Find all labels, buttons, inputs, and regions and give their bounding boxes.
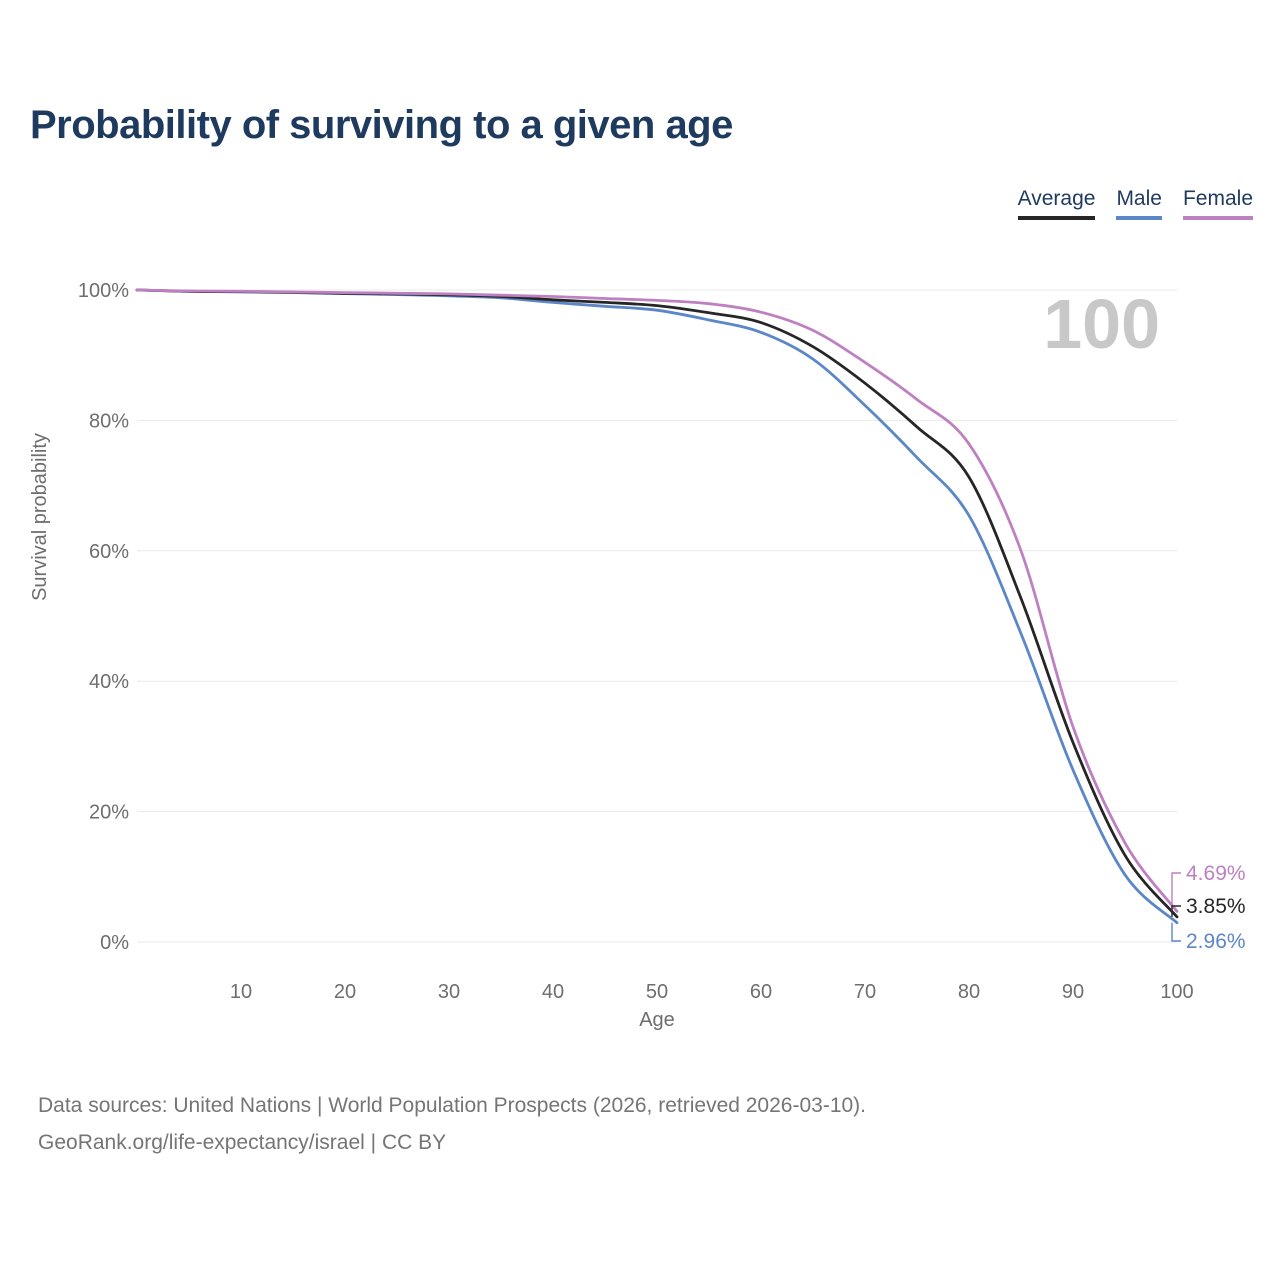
end-label-average: 3.85% — [1186, 895, 1246, 918]
x-tick-label-20: 20 — [334, 981, 356, 1003]
legend-item-average[interactable]: Average — [1017, 186, 1096, 221]
series-line-male[interactable] — [135, 288, 1179, 925]
x-tick-label-60: 60 — [750, 981, 772, 1003]
x-tick-label-90: 90 — [1062, 981, 1084, 1003]
legend-label-male: Male — [1116, 187, 1162, 210]
x-tick-label-30: 30 — [438, 981, 460, 1003]
end-label-connector-male — [1171, 922, 1181, 942]
legend-label-female: Female — [1182, 187, 1253, 210]
y-tick-label-80: 80% — [89, 410, 129, 432]
x-tick-label-50: 50 — [646, 981, 668, 1003]
x-tick-label-10: 10 — [230, 981, 252, 1003]
legend: Average Male Female — [1017, 186, 1253, 221]
source-note: Data sources: United Nations | World Pop… — [38, 1087, 866, 1161]
x-tick-label-70: 70 — [854, 981, 876, 1003]
y-tick-label-0: 0% — [100, 932, 129, 954]
x-tick-label-40: 40 — [542, 981, 564, 1003]
end-label-connector-average — [1171, 905, 1181, 917]
y-tick-label-100: 100% — [78, 280, 129, 302]
y-tick-label-20: 20% — [89, 802, 129, 824]
legend-item-female[interactable]: Female — [1182, 186, 1253, 221]
legend-item-male[interactable]: Male — [1116, 186, 1162, 221]
series-line-female[interactable] — [135, 288, 1179, 913]
end-label-female: 4.69% — [1186, 862, 1246, 885]
source-line-2: GeoRank.org/life-expectancy/israel | CC … — [38, 1131, 447, 1154]
end-label-connector-female — [1171, 872, 1181, 912]
y-axis-title: Survival probability — [29, 433, 51, 601]
chart-title: Probability of surviving to a given age — [30, 103, 733, 147]
x-tick-label-80: 80 — [958, 981, 980, 1003]
end-label-male: 2.96% — [1186, 930, 1246, 953]
age-watermark: 100 — [1043, 285, 1160, 363]
y-tick-label-60: 60% — [89, 541, 129, 563]
source-line-1: Data sources: United Nations | World Pop… — [38, 1094, 867, 1117]
series-line-average[interactable] — [135, 288, 1179, 919]
x-tick-label-100: 100 — [1160, 981, 1193, 1003]
legend-label-average: Average — [1017, 187, 1096, 210]
y-tick-label-40: 40% — [89, 671, 129, 693]
x-axis-title: Age — [639, 1009, 675, 1031]
